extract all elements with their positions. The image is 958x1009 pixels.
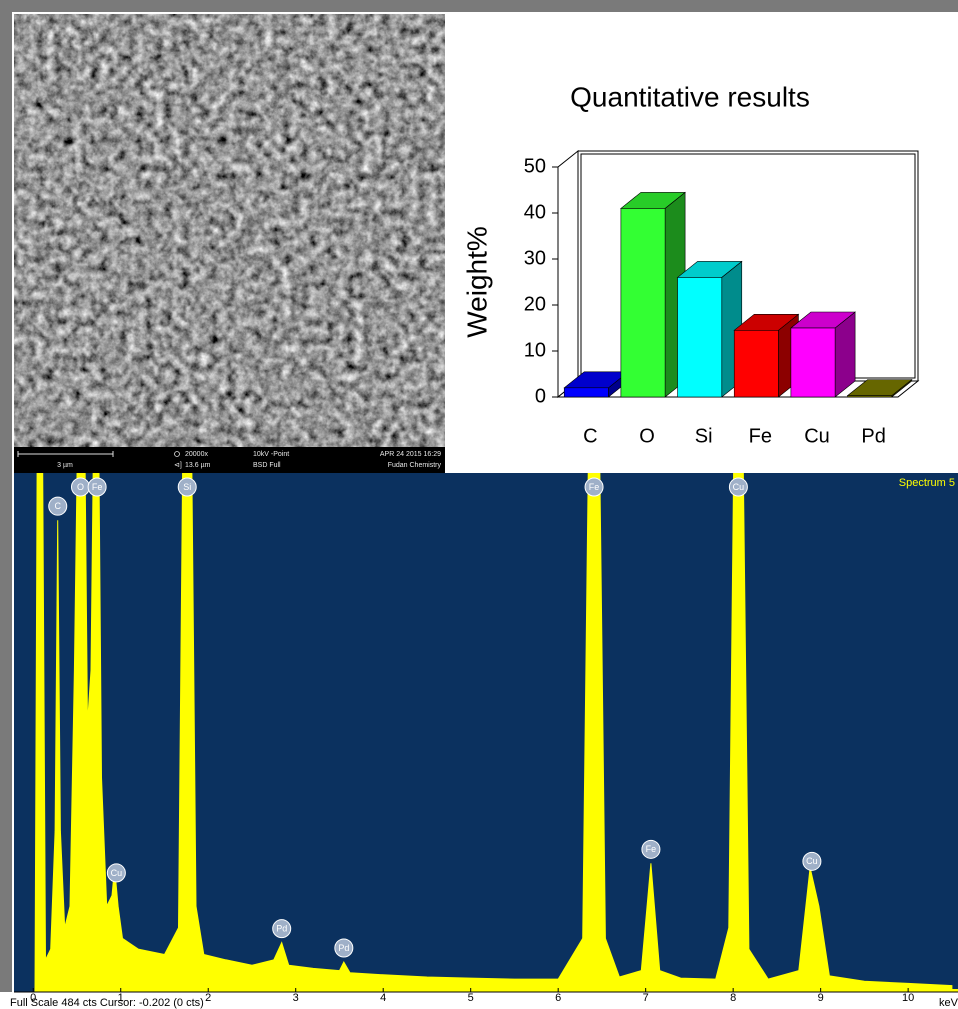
sem-image: 3 µm 20000x ⊲] 13.6 µm 10kV -Point BSD F… (14, 14, 445, 473)
peak-marker (48, 496, 68, 516)
x-tick-label: 7 (643, 992, 649, 1004)
bar-top-shade (847, 379, 912, 396)
spectrum-title: Spectrum 5 (899, 477, 955, 489)
y-tick-label: 50 (524, 155, 546, 177)
y-tick-label: 40 (524, 201, 546, 223)
bar-top-shade (790, 312, 856, 328)
y-tick-label: 10 (524, 339, 546, 361)
x-tick-label: 0 (30, 992, 36, 1004)
x-tick-label: Pd (861, 425, 885, 447)
peak-label: Si (183, 482, 191, 492)
peak-label: Pd (338, 943, 349, 953)
axis-strip (0, 992, 958, 1009)
sem-texture (14, 14, 445, 447)
x-tick-label: Si (695, 425, 713, 447)
bar (563, 387, 609, 398)
bar-side-shade (835, 312, 856, 397)
spectrum-chart: Spectrum 5 Full Scale 484 cts Cursor: -0… (0, 473, 958, 1009)
x-tick-label: 6 (555, 992, 561, 1004)
bar-top-shade (620, 192, 686, 209)
date: APR 24 2015 16:29 (380, 451, 441, 458)
bar (677, 277, 723, 398)
peak-marker (728, 477, 748, 497)
peak-marker (584, 477, 604, 497)
y-axis-label: Weight% (461, 226, 492, 338)
peak-marker (334, 938, 354, 958)
bar-chart: Quantitative results Weight% 0 10 20 30 40 50… (445, 14, 958, 473)
x-tick-label: 5 (468, 992, 474, 1004)
peak-marker (641, 839, 661, 859)
field-width-icon: ⊲] (174, 462, 182, 469)
peak-label: Fe (589, 482, 600, 492)
field-width: 13.6 µm (185, 462, 211, 469)
x-tick-label: 8 (730, 992, 736, 1004)
x-tick-label: 4 (380, 992, 386, 1004)
side-wall (557, 149, 579, 399)
frame-left (0, 0, 12, 1000)
sem-info-bar (14, 447, 445, 473)
spectrum-area (33, 473, 953, 992)
peak-label: Fe (646, 844, 657, 854)
peak-label: Cu (733, 482, 745, 492)
peak-label: Pd (276, 924, 287, 934)
bar (620, 208, 666, 398)
peak-label: C (54, 501, 61, 511)
y-tick-label: 20 (524, 293, 546, 315)
peak-marker (87, 477, 107, 497)
x-tick-label: 2 (205, 992, 211, 1004)
x-tick-label: O (639, 425, 655, 447)
status-line: Full Scale 484 cts Cursor: -0.202 (0 cts… (10, 997, 204, 1009)
detector: BSD Full (253, 462, 281, 469)
magnification: 20000x (185, 451, 208, 458)
x-axis-label: keV (939, 997, 958, 1009)
x-tick-label: 1 (118, 992, 124, 1004)
y-tick-label: 0 (535, 385, 546, 407)
y-tick-label: 30 (524, 247, 546, 269)
x-tick-label: 3 (293, 992, 299, 1004)
spectrum-tail (951, 989, 958, 992)
peak-marker (106, 863, 126, 883)
bar (733, 329, 779, 398)
bar-top-shade (734, 314, 799, 331)
scale-bar-label: 3 µm (57, 462, 73, 469)
peak-marker (272, 919, 292, 939)
bar-top-shade (564, 371, 629, 388)
chart-title: Quantitative results (570, 81, 810, 112)
x-tick-label: Cu (804, 425, 830, 447)
x-tick-label: Fe (749, 425, 772, 447)
x-tick-label: 9 (818, 992, 824, 1004)
zoom-icon (174, 451, 180, 457)
bar-top-shade (677, 261, 742, 278)
plot-background (14, 473, 958, 992)
peak-label: Fe (92, 482, 103, 492)
x-tick-label: C (583, 425, 597, 447)
bar (790, 327, 836, 398)
peak-label: Cu (111, 868, 123, 878)
x-tick-label: 10 (902, 992, 914, 1004)
peak-label: Cu (806, 856, 818, 866)
peak-marker (802, 851, 822, 871)
lab: Fudan Chemistry (388, 462, 442, 469)
back-wall-edge (580, 153, 916, 379)
peak-marker (177, 477, 197, 497)
bar (847, 395, 893, 398)
voltage-mode: 10kV -Point (253, 451, 289, 458)
frame-top (0, 0, 958, 12)
peak-label: O (77, 482, 84, 492)
